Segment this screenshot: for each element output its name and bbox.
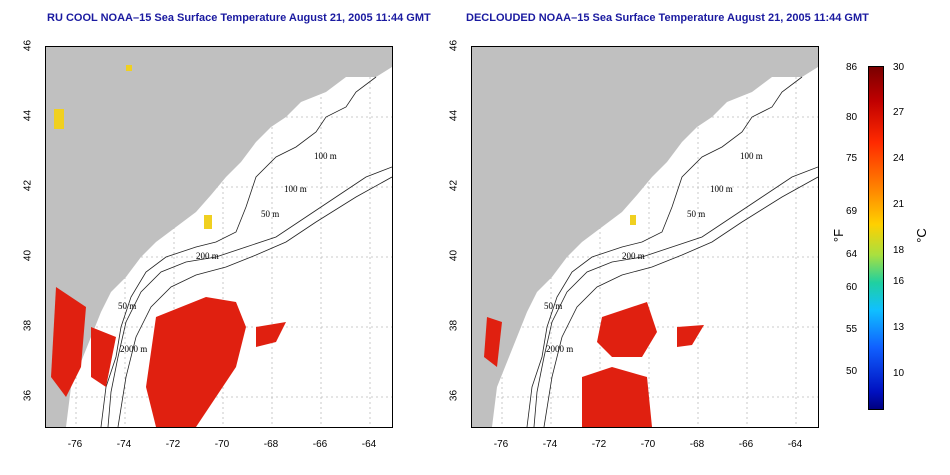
lon-tick-label: -76 [67, 439, 83, 450]
celsius-tick: 13 [893, 322, 905, 333]
celsius-tick: 21 [893, 199, 905, 210]
left-map-title: RU COOL NOAA–15 Sea Surface Temperature … [47, 12, 431, 24]
lat-tick-label: 42 [22, 179, 34, 192]
lon-tick-label: -66 [738, 439, 754, 450]
fahrenheit-tick: 55 [846, 324, 858, 335]
fahrenheit-unit-label: °F [831, 228, 847, 243]
lon-tick-label: -72 [591, 439, 607, 450]
fahrenheit-tick: 64 [846, 249, 858, 260]
contour-label: 2000 m [546, 344, 573, 354]
contour-label: 50 m [118, 301, 136, 311]
contour-label: 100 m [314, 151, 337, 161]
fahrenheit-tick: 60 [846, 282, 858, 293]
contour-label: 100 m [710, 184, 733, 194]
slope-contour [533, 166, 818, 427]
lon-tick-label: -76 [493, 439, 509, 450]
deep-contour [543, 176, 818, 427]
lat-tick-label: 44 [448, 109, 460, 122]
warm-water-patches [484, 302, 704, 427]
lon-tick-label: -68 [263, 439, 279, 450]
contour-label: 50 m [544, 301, 562, 311]
lon-tick-label: -66 [312, 439, 328, 450]
celsius-tick: 27 [893, 107, 905, 118]
right-map-svg: 100 m 100 m 50 m 200 m 50 m 2000 m [472, 47, 818, 427]
warm-water-patches [51, 287, 286, 427]
contour-label: 100 m [740, 151, 763, 161]
lat-tick-label: 36 [448, 389, 460, 402]
celsius-tick: 18 [893, 245, 905, 256]
lat-tick-label: 40 [22, 249, 34, 262]
contour-label: 50 m [261, 209, 279, 219]
celsius-tick: 24 [893, 153, 905, 164]
contour-label: 200 m [622, 251, 645, 261]
contour-label: 50 m [687, 209, 705, 219]
lat-tick-label: 46 [22, 39, 34, 52]
lat-tick-label: 38 [22, 319, 34, 332]
land-mass [472, 47, 818, 427]
celsius-tick: 10 [893, 368, 905, 379]
lon-tick-label: -64 [361, 439, 377, 450]
fahrenheit-tick: 50 [846, 366, 858, 377]
lon-tick-label: -68 [689, 439, 705, 450]
lon-tick-label: -72 [165, 439, 181, 450]
temperature-colorbar [868, 66, 884, 410]
right-map-panel: 100 m 100 m 50 m 200 m 50 m 2000 m [471, 46, 819, 428]
fahrenheit-tick: 86 [846, 62, 858, 73]
fahrenheit-tick: 75 [846, 153, 858, 164]
left-map-svg: 100 m 100 m 50 m 200 m 50 m 2000 m [46, 47, 392, 427]
lon-tick-label: -70 [214, 439, 230, 450]
shelf-contour [100, 76, 377, 427]
deep-contour [117, 176, 392, 427]
celsius-unit-label: °C [913, 228, 929, 243]
contour-label: 2000 m [120, 344, 147, 354]
fahrenheit-tick: 69 [846, 206, 858, 217]
lon-tick-label: -74 [116, 439, 132, 450]
shelf-contour [526, 76, 803, 427]
lon-tick-label: -70 [640, 439, 656, 450]
slope-contour [107, 166, 392, 427]
lat-tick-label: 42 [448, 179, 460, 192]
lat-tick-label: 40 [448, 249, 460, 262]
lat-tick-label: 44 [22, 109, 34, 122]
lat-tick-label: 36 [22, 389, 34, 402]
cool-patches [630, 215, 636, 225]
left-map-panel: 100 m 100 m 50 m 200 m 50 m 2000 m [45, 46, 393, 428]
fahrenheit-tick: 80 [846, 112, 858, 123]
contour-label: 100 m [284, 184, 307, 194]
contour-label: 200 m [196, 251, 219, 261]
lon-tick-label: -74 [542, 439, 558, 450]
lat-tick-label: 46 [448, 39, 460, 52]
celsius-tick: 16 [893, 276, 905, 287]
land-mass [46, 47, 392, 427]
right-map-title: DECLOUDED NOAA–15 Sea Surface Temperatur… [466, 12, 869, 24]
cool-patches [54, 65, 212, 229]
lon-tick-label: -64 [787, 439, 803, 450]
celsius-tick: 30 [893, 62, 905, 73]
lat-tick-label: 38 [448, 319, 460, 332]
